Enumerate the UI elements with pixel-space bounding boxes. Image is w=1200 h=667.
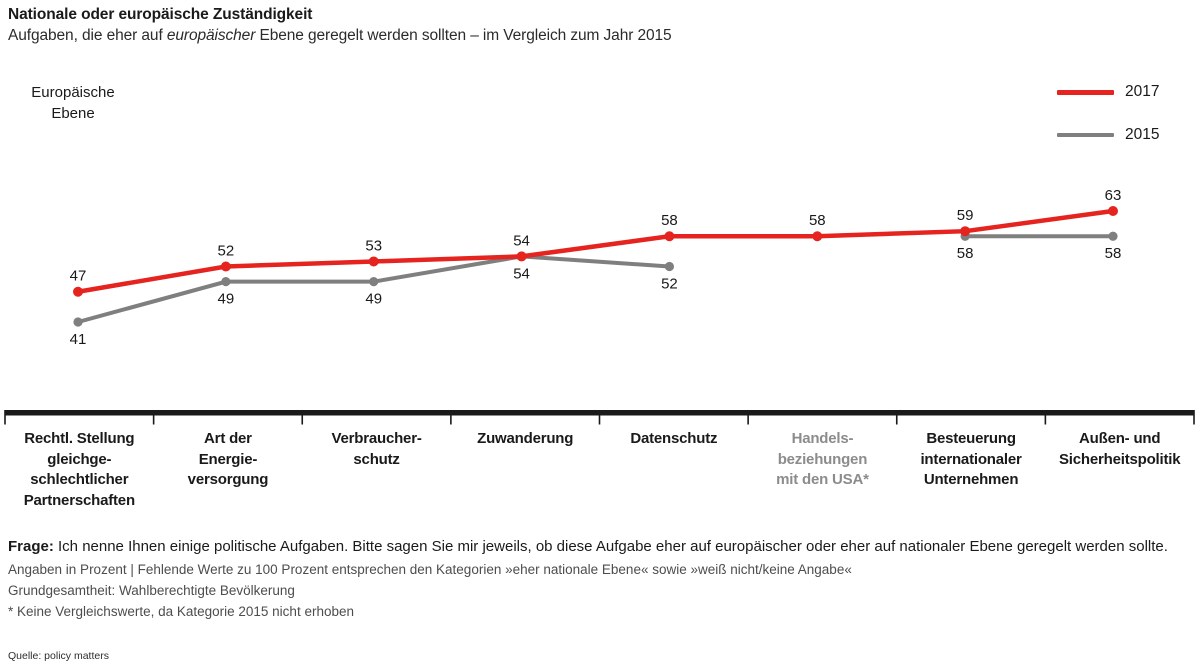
x-axis-tick bbox=[1193, 410, 1195, 425]
x-axis-tick bbox=[4, 410, 6, 425]
category-label: Rechtl. Stellung gleichge-schlechtlicher P… bbox=[23, 430, 135, 509]
x-axis-tick bbox=[1044, 410, 1047, 425]
value-label-2017: 47 bbox=[70, 268, 87, 285]
value-label-2015: 58 bbox=[957, 245, 974, 262]
value-label-2015: 58 bbox=[1105, 245, 1122, 262]
x-axis-tick bbox=[895, 410, 898, 425]
value-label-2017: 54 bbox=[513, 232, 530, 249]
y-axis-label-line2: Ebene bbox=[51, 105, 95, 122]
value-label-2017: 58 bbox=[661, 212, 678, 229]
value-label-2017: 58 bbox=[809, 212, 826, 229]
x-axis-tick bbox=[598, 410, 601, 425]
category-label: Art der Energie-versorgung bbox=[187, 430, 269, 488]
subtitle-italic-word: europäischer bbox=[166, 27, 256, 44]
data-point-2017 bbox=[960, 226, 971, 237]
legend-line-2015 bbox=[1057, 133, 1114, 137]
footer-question: Frage: Ich nenne Ihnen einige politische… bbox=[8, 538, 1193, 555]
y-axis-label-line1: Europäische bbox=[31, 84, 115, 101]
category-label: Handels-beziehungen mit den USA* bbox=[776, 430, 869, 488]
value-label-2017: 52 bbox=[218, 243, 235, 260]
chart-subtitle: Aufgaben, die eher auf europäischer Eben… bbox=[8, 25, 672, 47]
data-point-2017 bbox=[73, 286, 83, 297]
footer-question-text: Ich nenne Ihnen einige politische Aufgab… bbox=[53, 538, 1168, 555]
y-axis-label: Europäische Ebene bbox=[18, 82, 128, 124]
category-axis: Rechtl. Stellung gleichge-schlechtlicher P… bbox=[5, 429, 1194, 511]
x-axis-tick bbox=[301, 410, 304, 425]
x-axis-tick bbox=[450, 410, 452, 425]
data-point-2015 bbox=[369, 277, 379, 287]
legend-label-2015: 2015 bbox=[1125, 126, 1160, 143]
value-label-2017: 63 bbox=[1105, 187, 1122, 204]
subtitle-prefix: Aufgaben, die eher auf bbox=[8, 27, 167, 44]
footer-note-percent: Angaben in Prozent | Fehlende Werte zu 1… bbox=[8, 562, 852, 577]
subtitle-suffix: Ebene geregelt werden sollten – im Vergl… bbox=[255, 27, 672, 44]
value-label-2015: 54 bbox=[513, 265, 530, 282]
data-point-2017 bbox=[812, 231, 823, 242]
x-axis-tick bbox=[152, 410, 155, 425]
value-label-2017: 53 bbox=[365, 237, 382, 254]
data-point-2017 bbox=[1107, 206, 1118, 217]
data-point-2017 bbox=[368, 256, 379, 267]
category-label: Verbraucher-schutz bbox=[331, 430, 422, 468]
data-point-2015 bbox=[664, 261, 675, 272]
footer-question-label: Frage: bbox=[8, 538, 54, 555]
value-label-2015: 49 bbox=[218, 291, 235, 308]
legend-line-2017 bbox=[1057, 89, 1114, 95]
category-label: Außen- und Sicherheitspolitik bbox=[1058, 430, 1181, 468]
value-label-2015: 52 bbox=[661, 276, 678, 293]
data-point-2015 bbox=[1108, 231, 1118, 241]
series-line-2017 bbox=[75, 208, 1116, 294]
x-axis-tick bbox=[747, 410, 749, 425]
value-label-2015: 41 bbox=[70, 331, 87, 348]
data-point-2017 bbox=[516, 251, 527, 262]
category-label: Datenschutz bbox=[630, 430, 718, 447]
chart-title: Nationale oder europäische Zuständigkeit bbox=[8, 6, 313, 23]
footer-note-asterisk: * Keine Vergleichswerte, da Kategorie 20… bbox=[8, 604, 354, 619]
legend-label-2017: 2017 bbox=[1125, 83, 1160, 100]
data-point-2015 bbox=[73, 317, 83, 327]
legend-entry-2015: 2015 bbox=[1057, 126, 1159, 144]
data-point-2015 bbox=[221, 277, 231, 287]
category-label: Zuwanderung bbox=[477, 430, 574, 447]
value-label-2015: 49 bbox=[365, 291, 382, 308]
legend-entry-2017: 2017 bbox=[1057, 83, 1159, 101]
value-label-2017: 59 bbox=[957, 207, 974, 224]
chart-header: Nationale oder europäische Zuständigkeit… bbox=[8, 5, 672, 47]
data-point-2017 bbox=[220, 261, 231, 272]
category-label: Besteuerung internationaler Unternehmen bbox=[920, 430, 1022, 488]
footer-note-population: Grundgesamtheit: Wahlberechtigte Bevölke… bbox=[8, 583, 295, 598]
footer-source: Quelle: policy matters bbox=[8, 650, 109, 662]
data-point-2017 bbox=[664, 231, 675, 242]
